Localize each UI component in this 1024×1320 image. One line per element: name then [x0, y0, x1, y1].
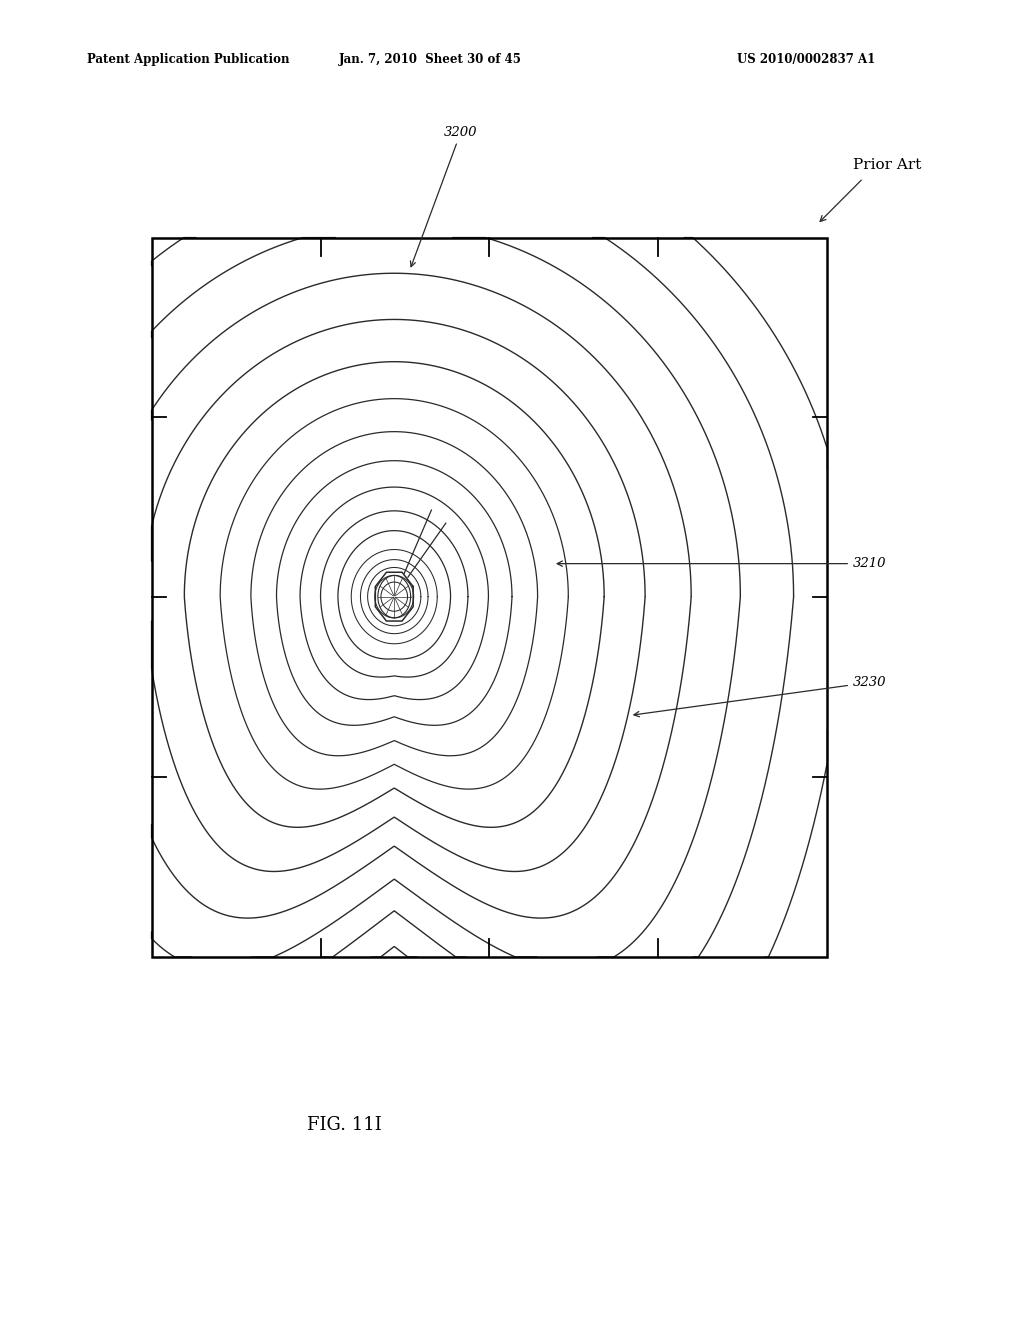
Bar [152, 238, 827, 957]
Text: 3200: 3200 [411, 125, 477, 267]
Text: 3210: 3210 [557, 557, 887, 570]
Text: Prior Art: Prior Art [853, 158, 922, 172]
Text: 3230: 3230 [634, 676, 887, 717]
Text: FIG. 11I: FIG. 11I [307, 1115, 382, 1134]
Text: US 2010/0002837 A1: US 2010/0002837 A1 [737, 53, 876, 66]
Text: Patent Application Publication: Patent Application Publication [87, 53, 290, 66]
Text: Jan. 7, 2010  Sheet 30 of 45: Jan. 7, 2010 Sheet 30 of 45 [339, 53, 521, 66]
